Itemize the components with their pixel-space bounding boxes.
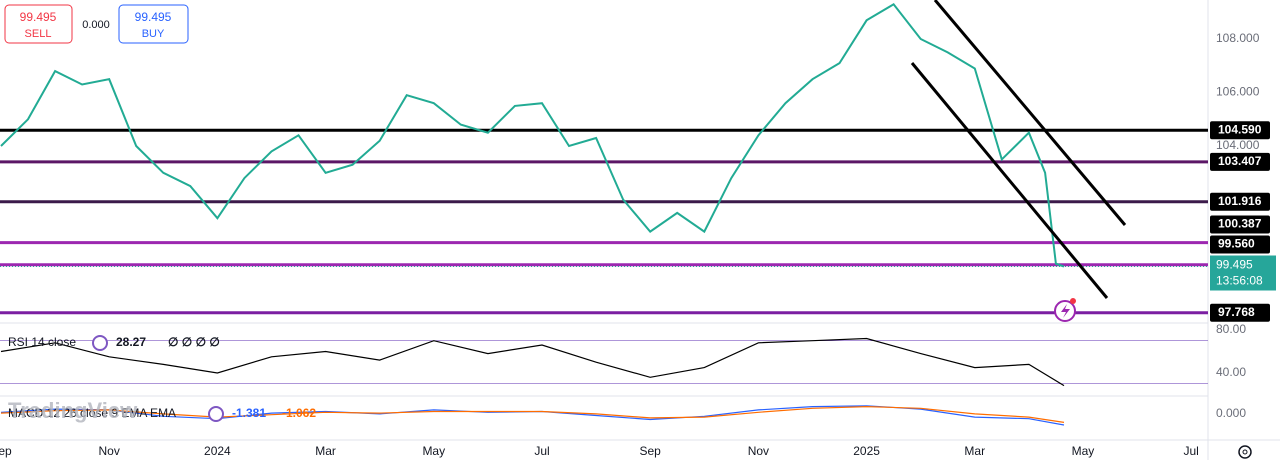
y-tick-label: 108.000 (1216, 31, 1260, 45)
level-label-box (1210, 192, 1270, 211)
indicator-icon (92, 335, 108, 351)
series-line (0, 337, 1065, 387)
x-tick-label: 2025 (853, 444, 880, 458)
y-tick-label: 104.000 (1216, 138, 1260, 152)
plot-area (0, 2, 1208, 426)
trend-line (910, 62, 1109, 299)
series-line (0, 2, 1065, 268)
x-tick-label: May (422, 444, 445, 458)
countdown: 13:56:08 (1216, 274, 1263, 288)
indicator-value: -1.381 (232, 406, 266, 420)
x-tick-label: Jul (534, 444, 549, 458)
indicator-na: ∅ ∅ ∅ ∅ (168, 335, 220, 349)
level-label: 99.560 (1218, 237, 1255, 251)
x-tick-label: Sep (0, 444, 12, 458)
watermark: TradingView (8, 398, 138, 423)
current-price-box (1210, 255, 1276, 291)
indicator-value: 28.27 (116, 335, 146, 349)
sell-button[interactable]: 99.495 SELL (4, 4, 73, 44)
current-price-label: 99.495 (1216, 258, 1253, 272)
x-tick-label: Nov (99, 444, 120, 458)
indicator-name: RSI 14 close (8, 335, 76, 349)
settings-icon[interactable] (1238, 445, 1252, 459)
spread: 0.000 (82, 19, 110, 31)
sell-price: 99.495 (20, 10, 57, 24)
buy-button[interactable]: 99.495 BUY (118, 4, 189, 44)
x-tick-label: Sep (640, 444, 662, 458)
level-label-box (1210, 235, 1270, 254)
sell-label: SELL (25, 28, 52, 40)
overlay: Sep Nov 2024 Mar May Jul Sep Nov 2025 Mar May Jul 10… (0, 31, 1276, 458)
indicator-icon (208, 406, 224, 422)
y-tick-label: 80.00 (1216, 322, 1246, 336)
x-tick-label: May (1072, 444, 1095, 458)
y-tick-label: 0.000 (1216, 406, 1246, 420)
buy-price: 99.495 (135, 10, 172, 24)
indicator-value: -1.062 (282, 406, 316, 420)
x-tick-label: 2024 (204, 444, 231, 458)
level-label-box (1210, 303, 1270, 322)
level-label-box (1210, 152, 1270, 171)
level-label: 101.916 (1218, 194, 1262, 208)
level-label: 103.407 (1218, 154, 1262, 168)
x-tick-label: Jul (1183, 444, 1198, 458)
trend-line (933, 0, 1127, 226)
level-label: 104.590 (1218, 122, 1262, 136)
x-tick-label: Nov (748, 444, 769, 458)
indicator-name: MACD 12 26 close 9 EMA EMA (8, 406, 176, 420)
level-label-box (1210, 121, 1270, 140)
y-tick-label: 40.00 (1216, 365, 1246, 379)
x-tick-label: Mar (315, 444, 336, 458)
y-tick-label: 106.000 (1216, 85, 1260, 99)
level-label: 97.768 (1218, 305, 1255, 319)
buy-label: BUY (142, 28, 165, 40)
series-line (0, 405, 1065, 423)
x-tick-label: Mar (964, 444, 985, 458)
level-label-box (1210, 215, 1270, 234)
level-label: 100.387 (1218, 217, 1262, 231)
alert-icon[interactable] (1054, 298, 1076, 322)
